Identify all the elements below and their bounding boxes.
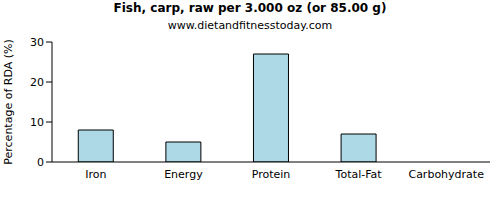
svg-text:20: 20 <box>30 76 44 89</box>
svg-text:Carbohydrate: Carbohydrate <box>408 168 484 181</box>
svg-text:10: 10 <box>30 116 44 129</box>
svg-text:Total-Fat: Total-Fat <box>335 168 383 181</box>
html-text:Fish, carp, raw per 3.000 oz (: Fish, carp, raw per 3.000 oz (or 85.00 g… <box>113 1 387 15</box>
svg-text:Iron: Iron <box>85 168 106 181</box>
html-text:www.dietandfitnesstoday.com: www.dietandfitnesstoday.com <box>167 19 333 32</box>
svg-text:Energy: Energy <box>164 168 203 181</box>
svg-text:Protein: Protein <box>252 168 291 181</box>
svg-text:Percentage of RDA (%): Percentage of RDA (%) <box>8 39 15 164</box>
svg-text:0: 0 <box>37 156 44 169</box>
svg-text:30: 30 <box>30 36 44 49</box>
